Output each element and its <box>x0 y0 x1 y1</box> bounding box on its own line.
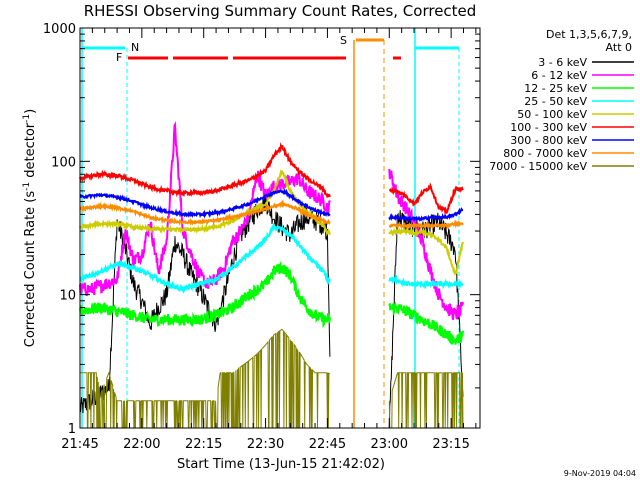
series-line-5-seg-1 <box>79 169 331 237</box>
series-9 <box>80 328 464 429</box>
series-line-4-seg-1 <box>79 222 331 294</box>
series-8 <box>79 199 464 231</box>
y-axis-label-main: Corrected Count Rate (s <box>23 191 38 348</box>
series-line-4-seg-2 <box>388 274 464 290</box>
legend-label-3: 12 - 25 keV <box>524 82 587 95</box>
x-tick-label-1: 21:45 <box>61 437 98 452</box>
series-line-2-seg-2 <box>388 168 464 321</box>
series-line-3-seg-1 <box>79 260 331 329</box>
chart-title: RHESSI Observing Summary Count Rates, Co… <box>84 2 477 20</box>
series-line-6-seg-2 <box>388 182 464 216</box>
series-layer <box>79 121 464 429</box>
night-label: N <box>131 41 139 54</box>
y-axis-label-sup1: -1 <box>22 182 32 191</box>
series-line-5-seg-2 <box>388 226 464 276</box>
y-tick-label-1: 1 <box>68 422 76 437</box>
legend-label-1: 3 - 6 keV <box>538 56 587 69</box>
legend-label-7: 300 - 800 keV <box>510 134 587 147</box>
plot-frame <box>79 27 481 429</box>
y-axis-label-mid: detector <box>23 122 38 182</box>
x-tick-label-5: 22:45 <box>309 437 346 452</box>
series-line-6-seg-1 <box>79 142 331 198</box>
y-axis-label: Corrected Count Rate (s-1 detector-1) <box>22 109 38 347</box>
series-6 <box>79 142 464 216</box>
series-line-7-seg-2 <box>388 207 464 224</box>
x-axis-label: Start Time (13-Jun-15 21:42:02) <box>177 457 385 472</box>
legend-label-9: 7000 - 15000 keV <box>489 160 587 173</box>
flare-label: F <box>116 51 122 64</box>
x-tick-label-2: 22:00 <box>123 437 160 452</box>
y-axis-label-end: ) <box>23 109 38 114</box>
series-line-9-seg-2 <box>388 372 464 429</box>
y-tick-label-3: 100 <box>51 155 76 170</box>
series-line-9-seg-1 <box>80 328 331 429</box>
series-4 <box>79 222 464 294</box>
legend-header-2: Att 0 <box>606 41 632 54</box>
x-tick-label-7: 23:15 <box>432 437 469 452</box>
series-3 <box>79 260 464 345</box>
series-line-8-seg-2 <box>388 219 464 231</box>
y-tick-label-2: 10 <box>59 289 76 304</box>
legend-label-5: 50 - 100 keV <box>517 108 587 121</box>
legend-header-1: Det 1,3,5,6,7,9, <box>546 28 632 41</box>
x-tick-label-4: 22:30 <box>247 437 284 452</box>
series-5 <box>79 169 464 276</box>
x-tick-label-3: 22:15 <box>185 437 222 452</box>
series-line-3-seg-2 <box>388 301 464 345</box>
series-line-8-seg-1 <box>79 199 331 226</box>
y-axis-label-sup2: -1 <box>22 114 32 123</box>
saa-label: S <box>340 34 347 47</box>
axes: 1 10 100 1000 21:45 22:00 22:15 22:30 22:45 23:00… <box>43 22 481 452</box>
x-tick-label-6: 23:00 <box>371 437 408 452</box>
legend-label-6: 100 - 300 keV <box>510 121 587 134</box>
legend-label-2: 6 - 12 keV <box>531 69 587 82</box>
y-tick-label-4: 1000 <box>43 22 76 37</box>
series-line-1-seg-1 <box>79 193 331 414</box>
legend-label-4: 25 - 50 keV <box>524 95 587 108</box>
series-line-7-seg-1 <box>79 187 331 219</box>
timestamp: 9-Nov-2019 04:04 <box>564 469 636 478</box>
series-7 <box>79 187 464 224</box>
legend-label-8: 800 - 7000 keV <box>503 147 587 160</box>
